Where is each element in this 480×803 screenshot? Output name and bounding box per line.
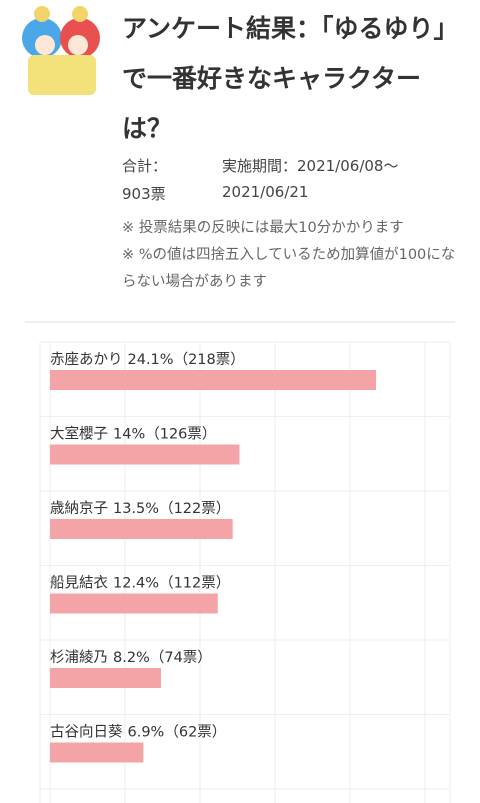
period-end: 2021/06/21 [222, 183, 309, 201]
chart-grid [39, 341, 451, 803]
bar-label: 赤座あかり 24.1%（218票） [50, 351, 245, 368]
bar-label: 歳納京子 13.5%（122票） [50, 500, 230, 517]
value-label: 14% [113, 427, 145, 443]
bar [50, 668, 161, 688]
note: ※ 投票結果の反映には最大10分かかります [122, 220, 404, 236]
value-label: 13.5% [113, 501, 159, 517]
value-label: 6.9% [128, 725, 165, 741]
notes: ※ 投票結果の反映には最大10分かかります ※ %の値は四捨五入しているため加算… [122, 215, 462, 296]
bar [50, 593, 218, 614]
category: 杉浦綾乃 [50, 649, 108, 666]
bar-label: 大室櫻子 14%（126票） [50, 426, 216, 443]
bar-label: 杉浦綾乃 8.2%（74票） [50, 649, 212, 666]
category: 大室櫻子 [50, 426, 108, 443]
bar [50, 742, 144, 763]
category: 古谷向日葵 [50, 724, 123, 741]
category: 歳納京子 [50, 500, 108, 517]
total-label: 合計： [122, 157, 168, 175]
vote-label: （112票） [159, 575, 230, 592]
bar-label: 古谷向日葵 6.9%（62票） [50, 724, 226, 741]
title: アンケート結果：「ゆるゆり」で一番好きなキャラクターは？ [122, 14, 459, 143]
vote-label: （122票） [159, 500, 230, 517]
bar [50, 370, 377, 390]
value-label: 8.2% [113, 650, 150, 666]
bar-label: 船見結衣 12.4%（112票） [50, 575, 230, 592]
vote-label: （218票） [174, 351, 245, 368]
vote-label: （74票） [150, 649, 212, 666]
category: 赤座あかり [50, 351, 123, 368]
value-label: 12.4% [113, 576, 159, 592]
value-label: 24.1% [128, 352, 174, 368]
vote-label: （126票） [145, 426, 216, 443]
category: 船見結衣 [50, 575, 108, 592]
bar [50, 519, 233, 539]
vote-label: （62票） [164, 724, 226, 741]
icon [10, 6, 110, 100]
bar [50, 444, 240, 465]
note: ※ %の値は四捨五入しているため加算値が100にならない場合があります [122, 247, 456, 290]
period-start: 実施期間：2021/06/08〜 [222, 157, 399, 175]
total: 903票 [122, 185, 166, 203]
